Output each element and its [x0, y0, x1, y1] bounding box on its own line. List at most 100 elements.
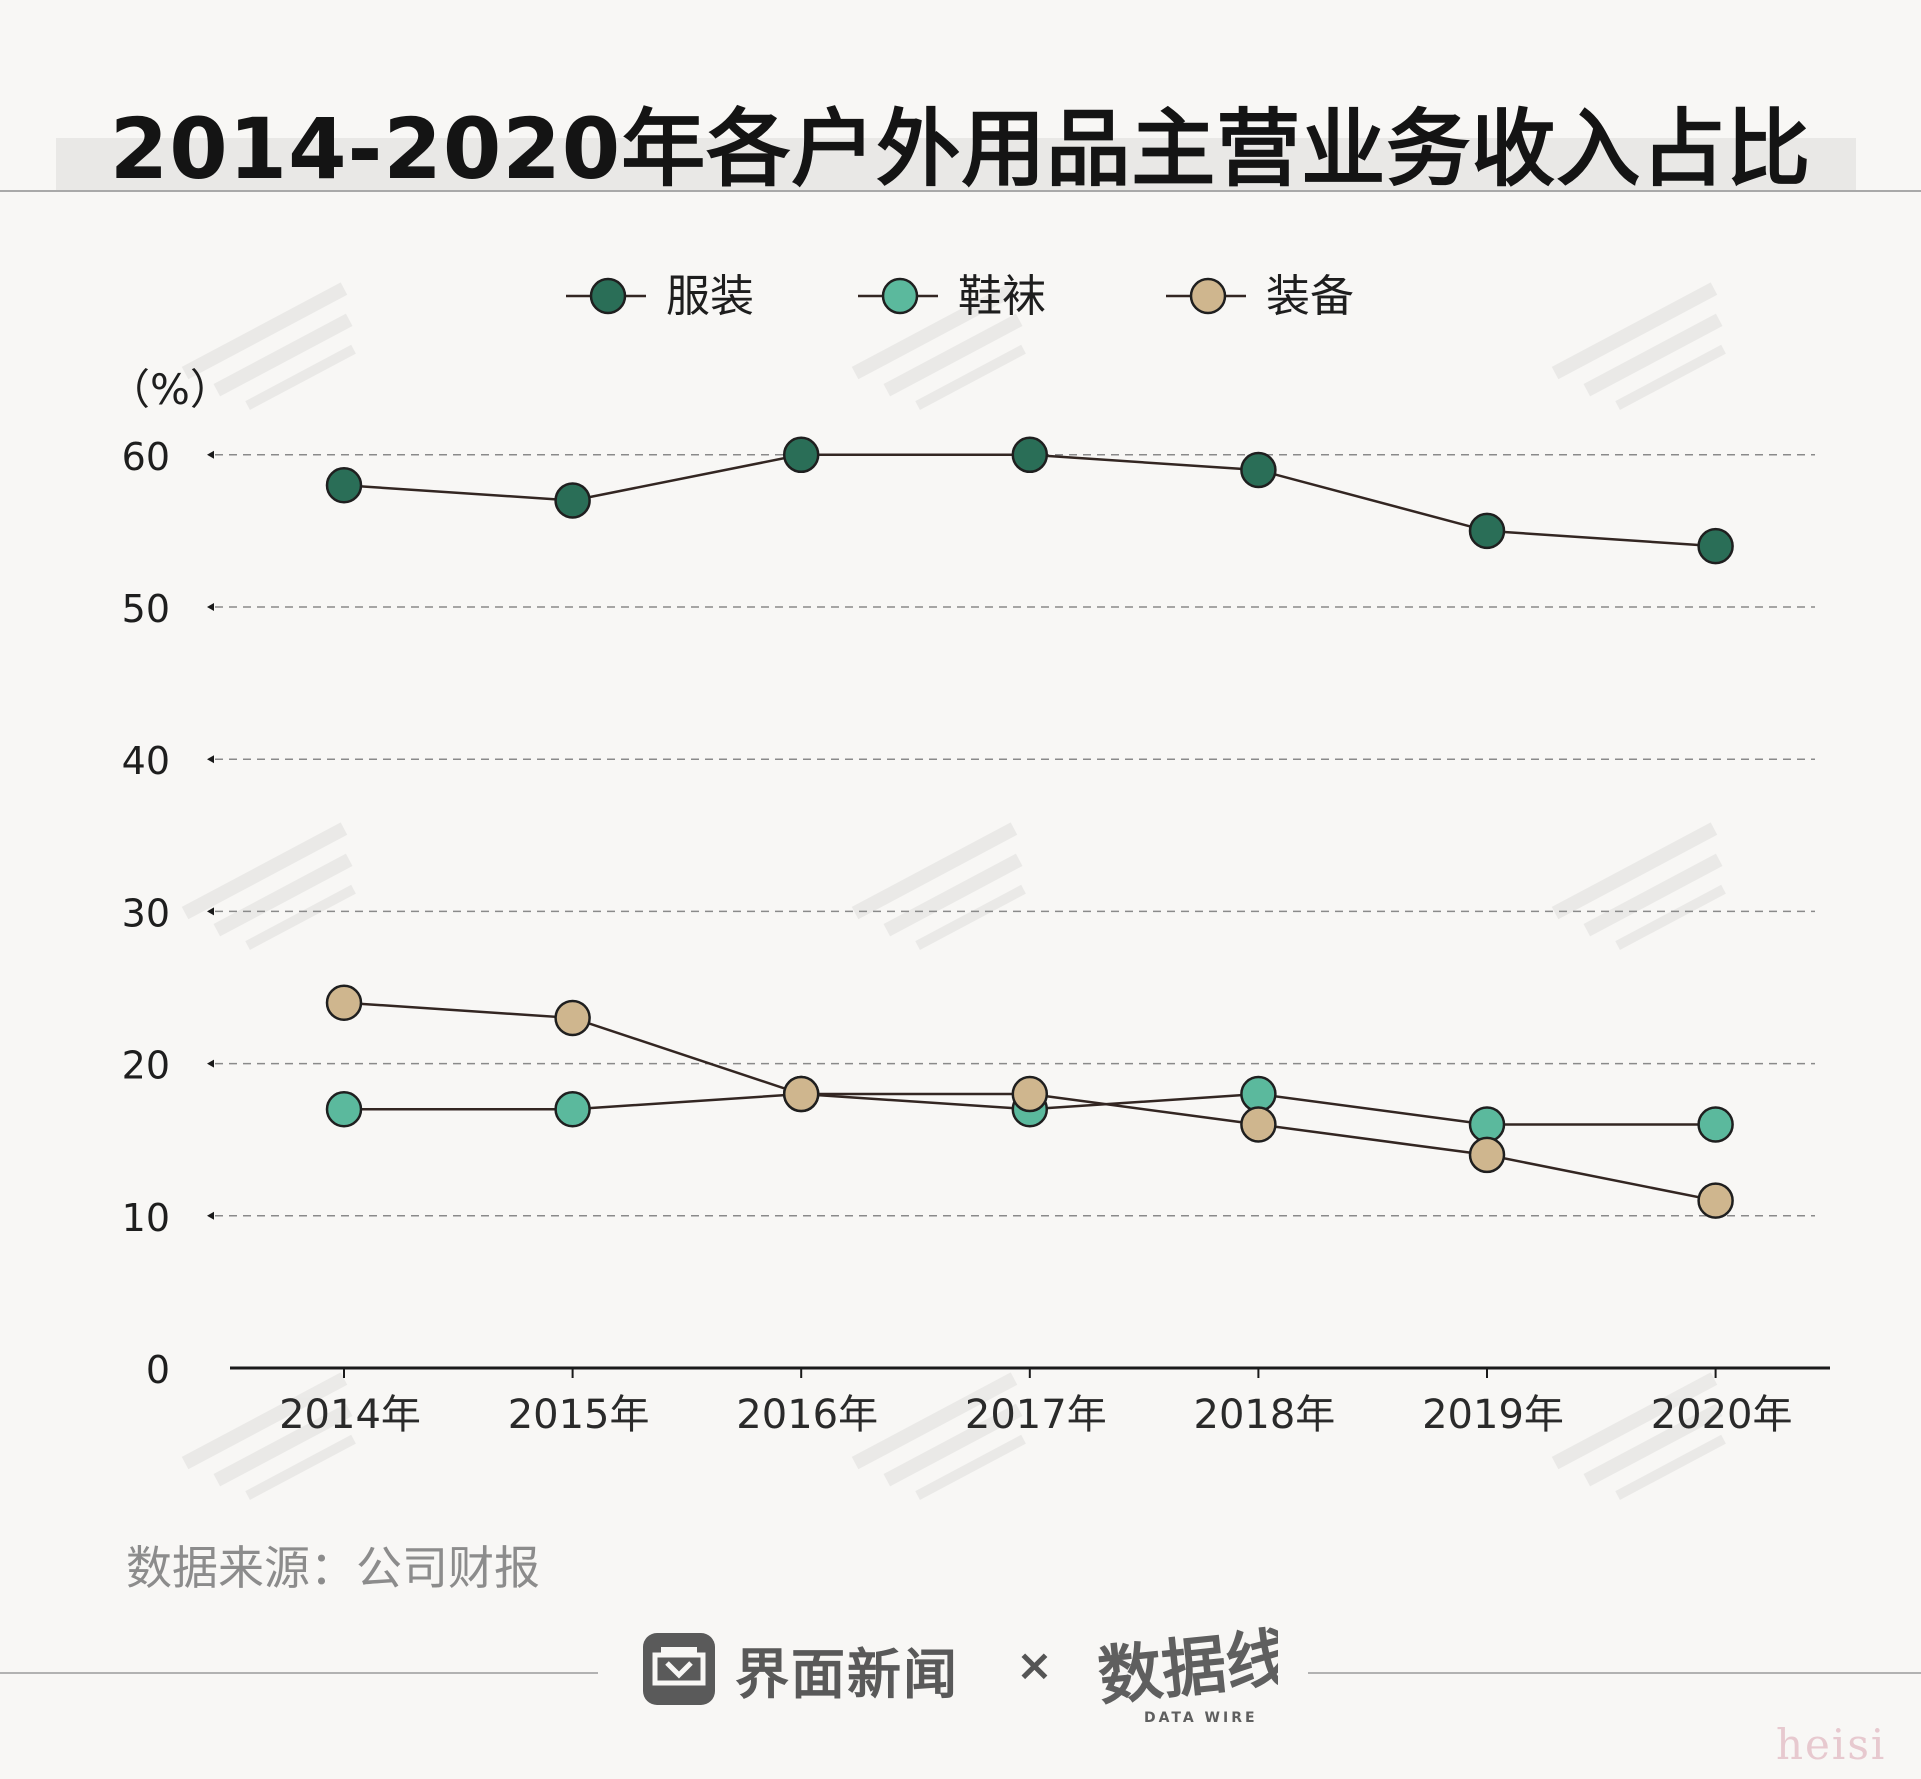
watermark-stroke — [1583, 1403, 1723, 1487]
brand-separator: × — [1016, 1640, 1053, 1691]
title-band — [56, 138, 1856, 190]
watermark-5 — [1551, 822, 1726, 950]
grid-arrow-60 — [207, 450, 214, 459]
watermark-stroke — [851, 822, 1018, 920]
jiemian-brand: 界面新闻 — [643, 1632, 959, 1706]
footer-divider-right — [1308, 1672, 1921, 1674]
data-point-s2-0 — [325, 984, 363, 1021]
watermark-stroke — [1583, 313, 1723, 397]
watermark-stroke — [851, 1372, 1018, 1470]
watermark-stroke — [213, 853, 353, 937]
y-axis-unit-label: （%） — [108, 365, 232, 414]
footer-divider-left — [0, 1672, 598, 1674]
watermark-7 — [851, 1372, 1026, 1500]
data-point-s1-0 — [325, 1091, 363, 1128]
x-tick-label: 2019年 — [1422, 1392, 1564, 1438]
data-point-s2-5 — [1468, 1136, 1506, 1174]
y-tick-label: 10 — [122, 1196, 170, 1240]
y-tick-label: 60 — [122, 435, 170, 479]
data-point-s0-3 — [1011, 436, 1049, 474]
data-point-s2-6 — [1697, 1182, 1734, 1219]
data-point-s1-5 — [1468, 1106, 1506, 1143]
watermark-stroke — [213, 313, 353, 397]
watermark-stroke — [883, 313, 1023, 397]
watermark-stroke — [915, 1434, 1026, 1500]
data-point-s2-4 — [1240, 1106, 1277, 1143]
data-point-s0-0 — [325, 466, 363, 504]
watermark-stroke — [181, 282, 348, 380]
data-point-s2-3 — [1011, 1075, 1049, 1113]
watermark-stroke — [245, 1434, 356, 1500]
watermark-stroke — [851, 282, 1018, 380]
title-rule — [0, 190, 1921, 192]
watermark-stroke — [1615, 884, 1726, 950]
data-point-s0-6 — [1697, 527, 1734, 565]
x-tick-label: 2016年 — [736, 1392, 878, 1438]
watermark-stroke — [1615, 1434, 1726, 1500]
datawire-logo-text: 数据线 — [1098, 1622, 1278, 1716]
data-point-s0-5 — [1468, 512, 1506, 550]
y-tick-label: 0 — [146, 1348, 170, 1392]
watermark-stroke — [1551, 1372, 1718, 1470]
watermark-0 — [181, 282, 356, 410]
watermark-6 — [181, 1372, 356, 1500]
watermark-stroke — [181, 1372, 348, 1470]
y-tick-label: 30 — [122, 891, 170, 935]
x-tick-label: 2015年 — [508, 1392, 650, 1438]
watermark-stroke — [915, 344, 1026, 410]
watermark-stroke — [1615, 344, 1726, 410]
y-tick-label: 20 — [122, 1044, 170, 1088]
watermark-stroke — [1551, 822, 1718, 920]
grid-arrow-10 — [207, 1211, 214, 1220]
y-axis: 0 10 20 30 40 50 60 — [122, 435, 170, 1392]
data-point-s1-1 — [554, 1091, 591, 1128]
data-point-s0-2 — [782, 436, 820, 474]
grid-arrow-40 — [207, 755, 214, 764]
data-point-s0-4 — [1240, 451, 1277, 489]
jiemian-logo-icon — [643, 1633, 715, 1705]
watermark-stroke — [883, 1403, 1023, 1487]
datawire-logo: 数据线 DATA WIRE — [1098, 1622, 1278, 1726]
watermark-stroke — [213, 1403, 353, 1487]
legend-marker-1 — [881, 277, 919, 315]
line-chart: 服装 鞋袜 装备 （%） 0 10 20 30 40 50 60 2014年 2015年 2016年… — [108, 271, 1830, 1500]
watermark-stroke — [181, 822, 348, 920]
x-tick-label: 2018年 — [1194, 1392, 1336, 1438]
x-tick-label: 2014年 — [279, 1392, 421, 1438]
watermark-stroke — [883, 853, 1023, 937]
watermark-stroke — [245, 884, 356, 950]
legend-marker-2 — [1189, 277, 1227, 315]
legend-label-2: 装备 — [1266, 271, 1354, 322]
data-source-note: 数据来源：公司财报 — [126, 1541, 540, 1595]
x-axis: 2014年 2015年 2016年 2017年 2018年 2019年 2020年 — [230, 1366, 1830, 1438]
watermark-4 — [851, 822, 1026, 950]
legend: 服装 鞋袜 装备 — [566, 271, 1354, 322]
watermark-2 — [1551, 282, 1726, 410]
data-point-s1-4 — [1240, 1075, 1277, 1113]
y-tick-label: 40 — [122, 739, 170, 783]
grid-arrow-30 — [207, 907, 214, 916]
data-point-s2-1 — [554, 999, 591, 1037]
watermark-stroke — [915, 884, 1026, 950]
legend-marker-0 — [589, 277, 627, 315]
data-point-s2-2 — [782, 1075, 820, 1113]
watermark-stroke — [1583, 853, 1723, 937]
jiemian-brand-name: 界面新闻 — [735, 1642, 959, 1706]
datawire-logo-subtext: DATA WIRE — [1144, 1710, 1258, 1726]
chart-title: 2014-2020年各户外用品主营业务收入占比 — [109, 100, 1812, 198]
watermark-stroke — [245, 344, 356, 410]
data-point-s1-6 — [1697, 1106, 1734, 1143]
watermark-1 — [851, 282, 1026, 410]
y-tick-label: 50 — [122, 587, 170, 631]
legend-label-0: 服装 — [666, 271, 754, 322]
x-tick-label: 2020年 — [1651, 1392, 1793, 1438]
grid-arrow-50 — [207, 603, 214, 611]
corner-watermark: heisi — [1776, 1720, 1887, 1769]
watermark-stroke — [1551, 282, 1718, 380]
watermark-3 — [181, 822, 356, 950]
series-points — [325, 436, 1734, 1219]
legend-label-1: 鞋袜 — [958, 271, 1046, 322]
x-tick-label: 2017年 — [965, 1392, 1107, 1438]
data-point-s0-1 — [554, 482, 591, 519]
watermark-8 — [1551, 1372, 1726, 1500]
